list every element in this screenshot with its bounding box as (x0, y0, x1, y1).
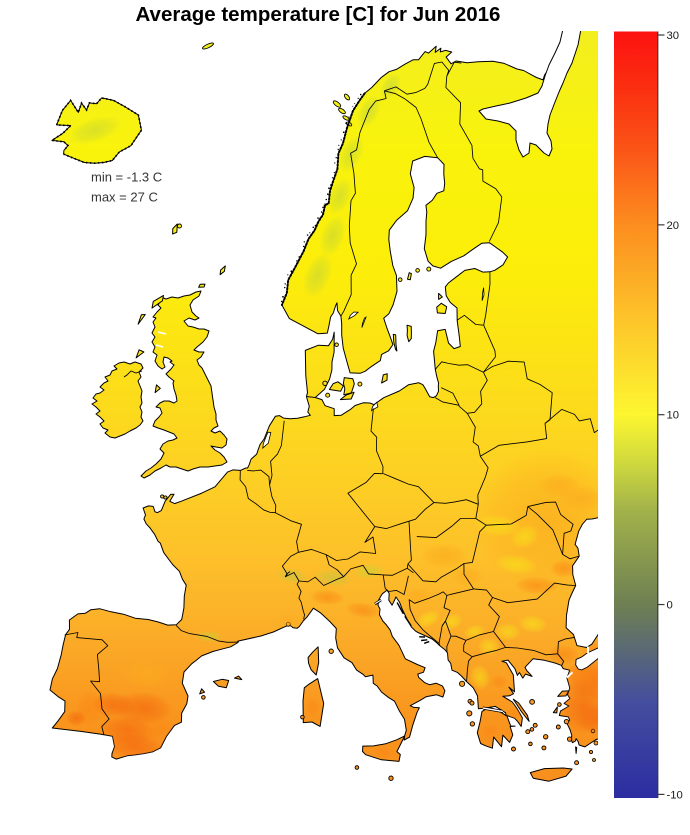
svg-text:Average temperature [C] for Ju: Average temperature [C] for Jun 2016 (136, 3, 501, 26)
svg-text:10: 10 (667, 410, 680, 422)
svg-text:max = 27 C: max = 27 C (91, 190, 158, 205)
svg-text:0: 0 (667, 600, 673, 612)
svg-text:min = -1.3 C: min = -1.3 C (91, 170, 162, 185)
svg-text:30: 30 (667, 30, 680, 42)
svg-text:20: 20 (667, 220, 680, 232)
svg-text:-10: -10 (667, 789, 683, 801)
